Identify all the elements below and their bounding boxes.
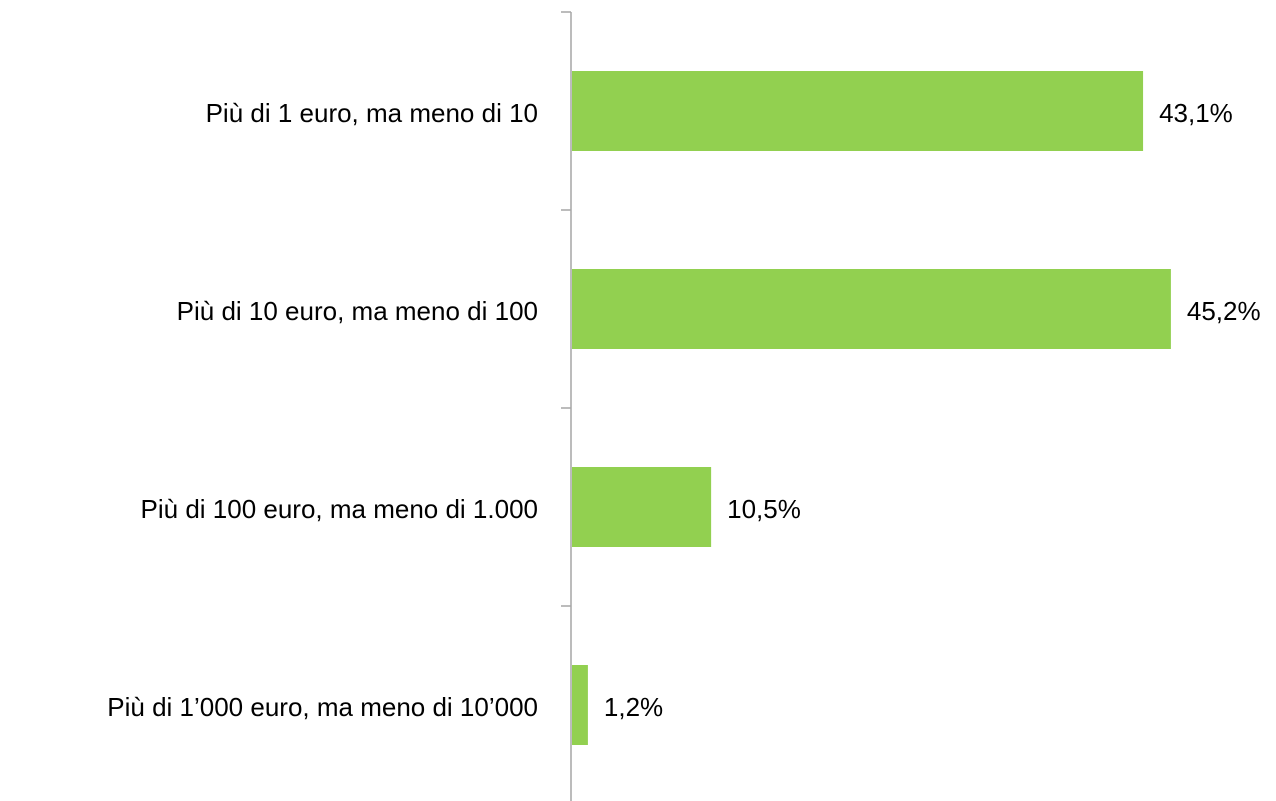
category-label: Più di 1 euro, ma meno di 10 xyxy=(206,98,538,128)
category-label: Più di 10 euro, ma meno di 100 xyxy=(177,296,538,326)
bar xyxy=(572,665,588,745)
category-label: Più di 100 euro, ma meno di 1.000 xyxy=(141,494,538,524)
category-label: Più di 1’000 euro, ma meno di 10’000 xyxy=(107,692,538,722)
data-label: 43,1% xyxy=(1159,98,1233,128)
bar xyxy=(572,467,712,547)
data-label: 45,2% xyxy=(1187,296,1261,326)
data-label: 10,5% xyxy=(727,494,801,524)
bar xyxy=(572,71,1144,151)
data-label: 1,2% xyxy=(604,692,663,722)
bar xyxy=(572,269,1171,349)
